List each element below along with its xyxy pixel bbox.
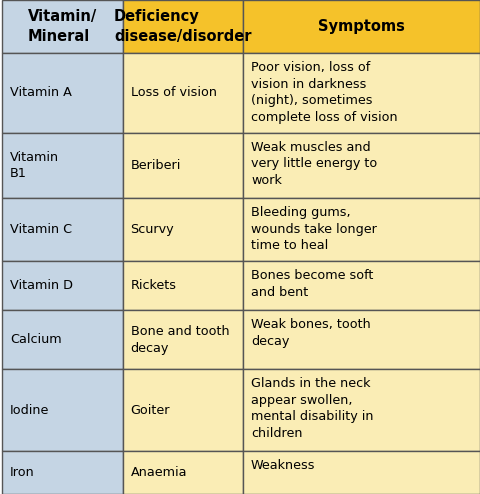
Bar xyxy=(2,53,122,133)
Bar xyxy=(122,370,243,451)
Text: Glands in the neck
appear swollen,
mental disability in
children: Glands in the neck appear swollen, menta… xyxy=(251,377,373,440)
Text: Beriberi: Beriberi xyxy=(131,159,181,172)
Bar xyxy=(122,261,243,310)
Bar xyxy=(2,370,122,451)
Bar xyxy=(122,53,243,133)
Bar xyxy=(122,310,243,370)
Text: Scurvy: Scurvy xyxy=(131,223,174,236)
Text: Poor vision, loss of
vision in darkness
(night), sometimes
complete loss of visi: Poor vision, loss of vision in darkness … xyxy=(251,61,397,124)
Text: Calcium: Calcium xyxy=(10,333,61,346)
Text: Deficiency
disease/disorder: Deficiency disease/disorder xyxy=(114,9,252,43)
Bar xyxy=(243,451,480,494)
Bar xyxy=(243,198,480,261)
Bar xyxy=(122,133,243,198)
Text: Iron: Iron xyxy=(10,466,35,479)
Text: Symptoms: Symptoms xyxy=(318,19,405,34)
Bar xyxy=(243,370,480,451)
Bar xyxy=(2,451,122,494)
Text: Weakness: Weakness xyxy=(251,459,315,472)
Text: Vitamin/
Mineral: Vitamin/ Mineral xyxy=(28,9,97,43)
Text: Vitamin D: Vitamin D xyxy=(10,279,73,292)
Bar xyxy=(2,198,122,261)
Bar xyxy=(122,0,243,53)
Bar xyxy=(243,261,480,310)
Text: Vitamin
B1: Vitamin B1 xyxy=(10,151,59,180)
Bar xyxy=(2,133,122,198)
Bar xyxy=(2,310,122,370)
Bar xyxy=(122,198,243,261)
Text: Vitamin C: Vitamin C xyxy=(10,223,72,236)
Text: Vitamin A: Vitamin A xyxy=(10,86,72,99)
Text: Bleeding gums,
wounds take longer
time to heal: Bleeding gums, wounds take longer time t… xyxy=(251,206,377,252)
Text: Weak bones, tooth
decay: Weak bones, tooth decay xyxy=(251,318,371,348)
Bar xyxy=(2,0,122,53)
Bar xyxy=(243,53,480,133)
Bar xyxy=(243,310,480,370)
Text: Bones become soft
and bent: Bones become soft and bent xyxy=(251,269,373,299)
Text: Rickets: Rickets xyxy=(131,279,177,292)
Bar xyxy=(243,133,480,198)
Bar xyxy=(122,451,243,494)
Bar xyxy=(243,0,480,53)
Text: Anaemia: Anaemia xyxy=(131,466,187,479)
Text: Bone and tooth
decay: Bone and tooth decay xyxy=(131,325,229,355)
Bar xyxy=(2,261,122,310)
Text: Goiter: Goiter xyxy=(131,404,170,417)
Text: Loss of vision: Loss of vision xyxy=(131,86,216,99)
Text: Iodine: Iodine xyxy=(10,404,49,417)
Text: Weak muscles and
very little energy to
work: Weak muscles and very little energy to w… xyxy=(251,141,377,187)
